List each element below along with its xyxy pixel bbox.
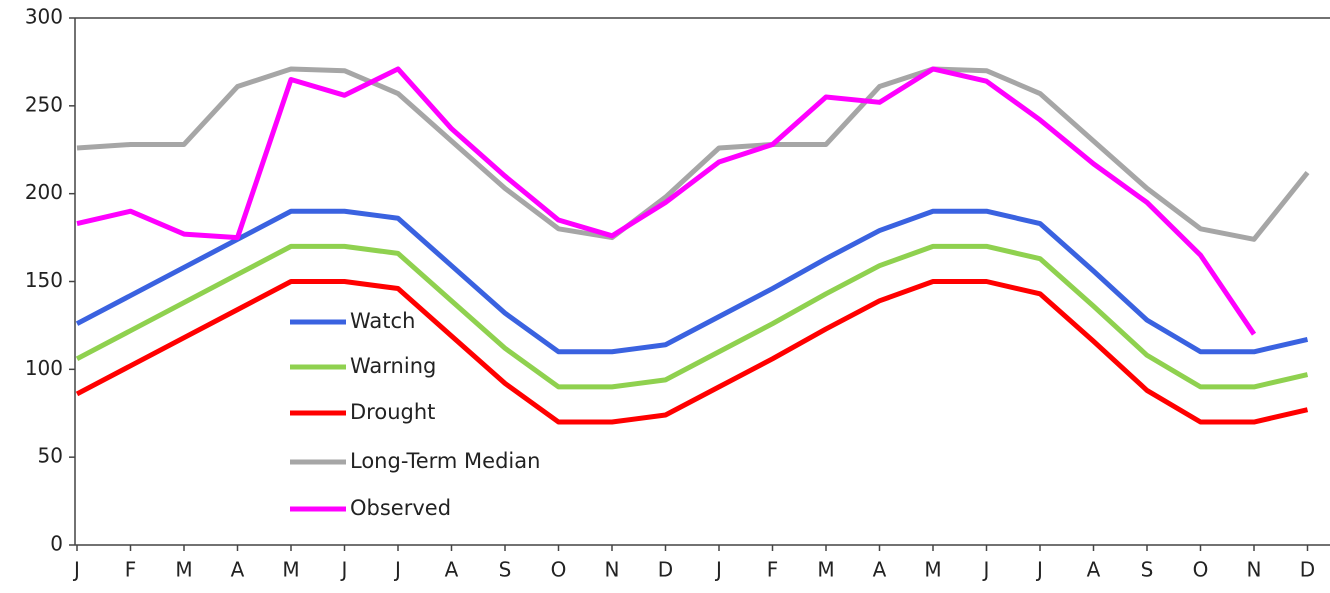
- y-tick-label: 0: [50, 532, 63, 556]
- series-line: [75, 279, 1309, 425]
- x-tick-label: A: [445, 558, 459, 582]
- x-tick-label: J: [340, 558, 348, 582]
- x-tick-label: N: [1247, 558, 1262, 582]
- x-tick-label: J: [72, 558, 80, 582]
- x-tick-label: J: [982, 558, 990, 582]
- x-tick-label: F: [767, 558, 779, 582]
- x-tick-label: A: [1087, 558, 1101, 582]
- x-tick-label: O: [1193, 558, 1209, 582]
- legend: Watch Warning Drought Long-Term Median Obser…: [290, 309, 540, 520]
- x-tick-label: S: [1141, 558, 1154, 582]
- legend-label: Watch: [350, 309, 415, 333]
- x-tick-label: F: [125, 558, 137, 582]
- y-tick-label: 300: [25, 5, 63, 29]
- x-tick-label: M: [924, 558, 941, 582]
- legend-label: Drought: [350, 400, 435, 424]
- series-line: [75, 243, 1309, 390]
- x-tick-label: D: [1300, 558, 1315, 582]
- legend-label: Long-Term Median: [350, 449, 540, 473]
- x-tick-label: A: [231, 558, 245, 582]
- legend-label: Warning: [350, 354, 436, 378]
- y-tick-label: 100: [25, 356, 63, 380]
- legend-label: Observed: [350, 496, 451, 520]
- series-line: [75, 208, 1309, 355]
- x-tick-label: O: [551, 558, 567, 582]
- x-tick-label: M: [175, 558, 192, 582]
- x-tick-label: D: [658, 558, 673, 582]
- x-tick-label: A: [873, 558, 887, 582]
- x-tick-label: M: [282, 558, 299, 582]
- x-tick-label: N: [605, 558, 620, 582]
- y-tick-label: 50: [38, 444, 63, 468]
- x-tick-label: J: [714, 558, 722, 582]
- y-tick-label: 200: [25, 180, 63, 204]
- x-tick-label: M: [817, 558, 834, 582]
- x-tick-label: J: [1035, 558, 1043, 582]
- y-tick-label: 250: [25, 92, 63, 116]
- y-tick-label: 150: [25, 268, 63, 292]
- x-tick-label: J: [393, 558, 401, 582]
- x-tick-label: S: [499, 558, 512, 582]
- series-line: [76, 66, 1310, 242]
- series-line: [76, 66, 1257, 336]
